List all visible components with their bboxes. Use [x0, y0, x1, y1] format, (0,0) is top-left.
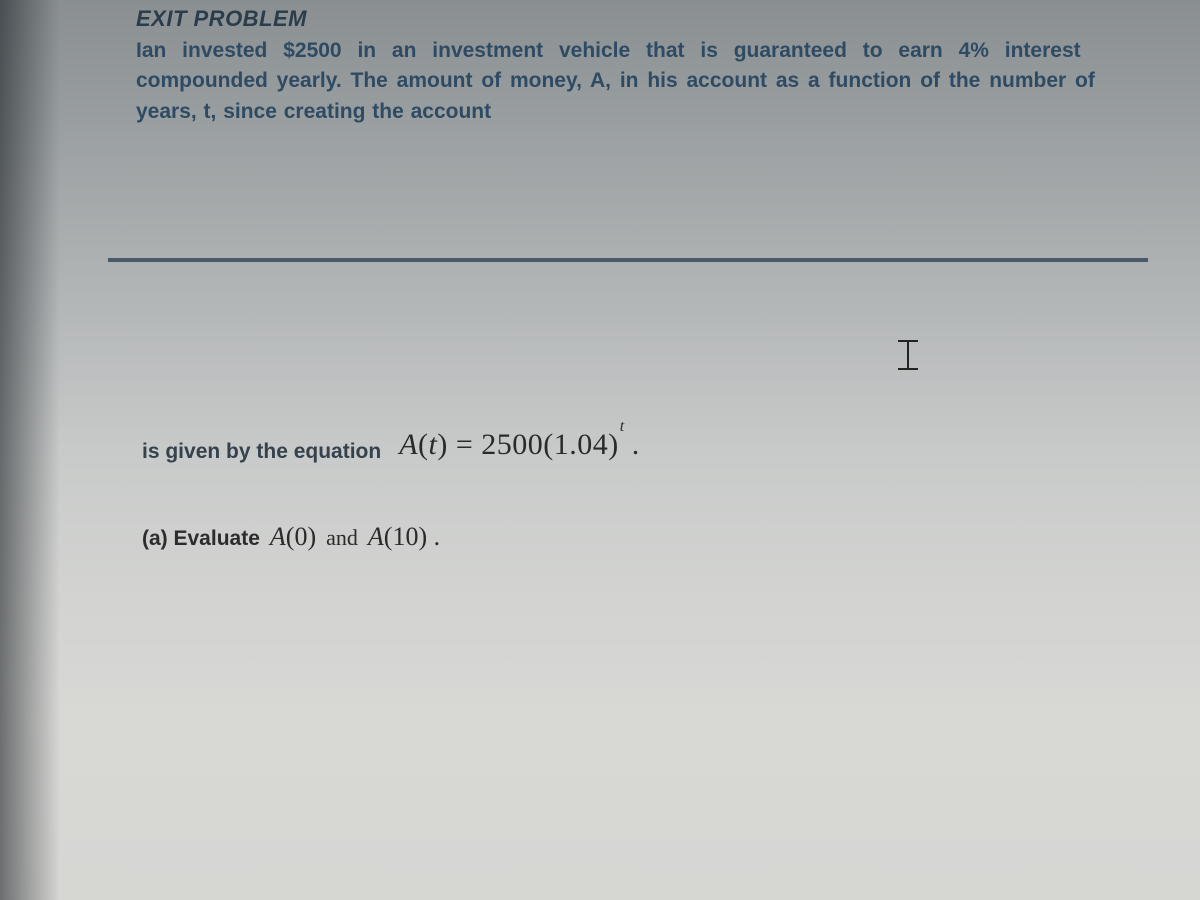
equation-exponent: t [620, 418, 625, 435]
section-divider [108, 258, 1148, 262]
part-a-label: (a) Evaluate [142, 527, 260, 551]
equation-lhs-func: A [399, 428, 418, 461]
text-cursor-icon [898, 340, 918, 370]
equation-math: A(t) = 2500(1.04)t . [399, 428, 640, 462]
problem-statement: EXIT PROBLEM Ian invested $2500 in an in… [108, 0, 1148, 127]
section-heading: EXIT PROBLEM [136, 6, 1120, 32]
equation-lead-text: is given by the equation [142, 440, 381, 464]
part-a-expr2: A(10) . [368, 522, 440, 552]
equation-line: is given by the equation A(t) = 2500(1.0… [142, 430, 640, 464]
equation-base: 1.04 [554, 428, 609, 461]
problem-text-line: Ian invested $2500 in an investment vehi… [136, 36, 1120, 66]
part-a-conj: and [326, 525, 358, 551]
part-a-line: (a) Evaluate A(0) and A(10) . [142, 522, 440, 552]
part-a-expr1: A(0) [270, 522, 316, 552]
photo-vignette-left [0, 0, 60, 900]
problem-text-line: compounded yearly. The amount of money, … [136, 66, 1120, 96]
problem-text-line: years, t, since creating the account [136, 97, 1120, 127]
equation-principal: 2500 [481, 428, 543, 461]
problem-text: Ian invested $2500 in an investment vehi… [136, 36, 1120, 127]
worksheet-page: EXIT PROBLEM Ian invested $2500 in an in… [108, 0, 1148, 900]
